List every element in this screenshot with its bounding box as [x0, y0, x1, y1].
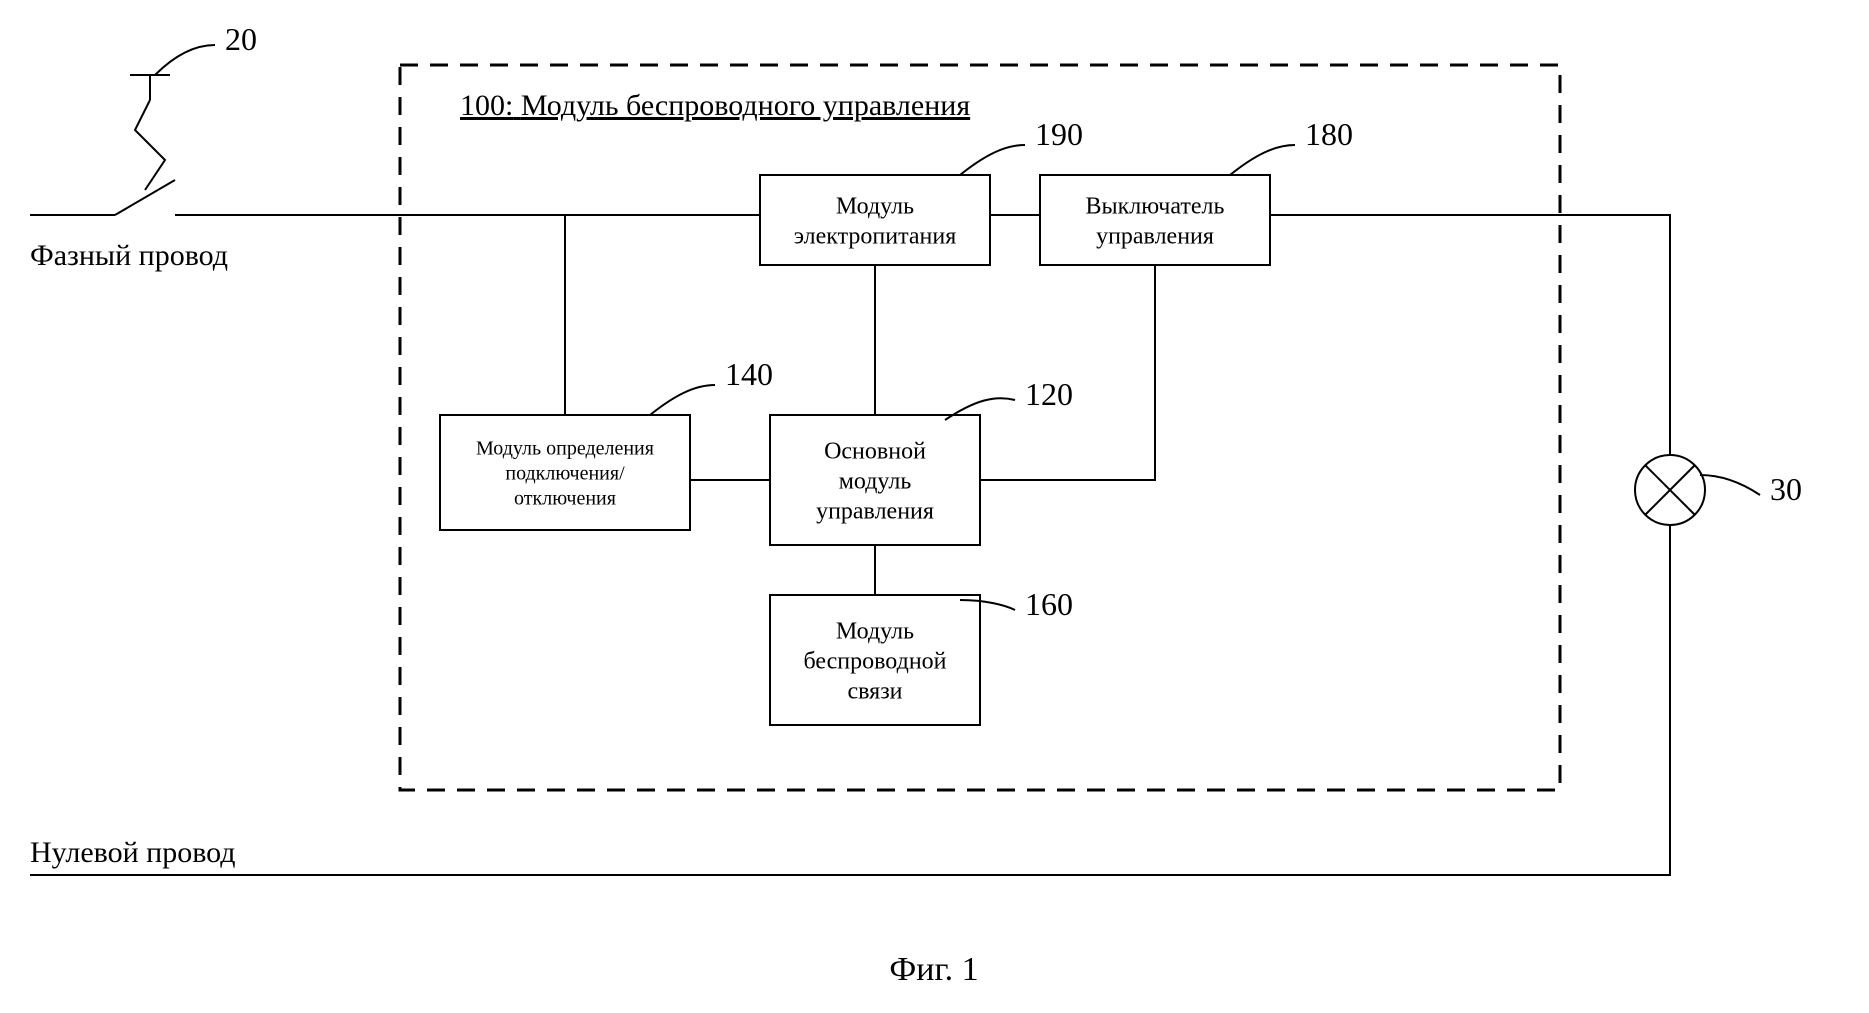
block-140-label: подключения/: [505, 463, 625, 485]
block-190: Модуль электропитания 190: [760, 116, 1083, 265]
lamp-symbol: 30: [1635, 455, 1802, 525]
block-160-label: связи: [847, 678, 902, 704]
block-190-label: Модуль: [836, 193, 914, 219]
block-160-label: Модуль: [836, 618, 914, 644]
wire-t_180_to_120: [980, 265, 1155, 480]
block-160: Модуль беспроводной связи 160: [770, 586, 1073, 725]
block-190-label: электропитания: [794, 223, 956, 249]
ref-190: 190: [1035, 116, 1083, 152]
ref-140: 140: [725, 356, 773, 392]
block-180: Выключатель управления 180: [1040, 116, 1353, 265]
block-120: Основной модуль управления 120: [770, 376, 1073, 545]
wire-switch_v: [135, 100, 165, 190]
block-diagram: 100: Модуль беспроводного управления 20 …: [0, 0, 1869, 1013]
block-180-label: Выключатель: [1086, 193, 1225, 219]
ref-120: 120: [1025, 376, 1073, 412]
module-title: 100: Модуль беспроводного управления: [460, 89, 970, 122]
block-180-label: управления: [1096, 223, 1214, 249]
neutral-wire-label: Нулевой провод: [30, 836, 236, 869]
wire-switch_open: [115, 180, 175, 215]
figure-caption: Фиг. 1: [889, 951, 978, 988]
block-140-label: отключения: [514, 488, 616, 510]
phase-wire-label: Фазный провод: [30, 239, 228, 272]
ref-180: 180: [1305, 116, 1353, 152]
block-120-label: модуль: [839, 468, 912, 494]
ref-20: 20: [225, 21, 257, 57]
block-160-label: беспроводной: [803, 648, 946, 674]
block-140-label: Модуль определения: [476, 438, 654, 460]
block-140: Модуль определения подключения/отключения…: [440, 356, 773, 530]
ref-160: 160: [1025, 586, 1073, 622]
ref-30: 30: [1770, 471, 1802, 507]
block-120-label: Основной: [824, 438, 926, 464]
block-120-label: управления: [816, 498, 934, 524]
switch-symbol: 20: [155, 21, 257, 75]
wire-switch_top_contact: [130, 75, 170, 100]
